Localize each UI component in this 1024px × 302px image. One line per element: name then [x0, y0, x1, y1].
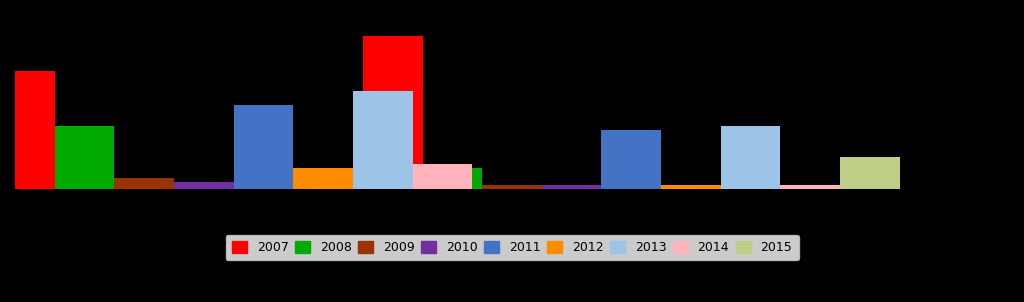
Bar: [0, 71, 54, 189]
Bar: [542, 185, 601, 189]
Bar: [353, 92, 413, 189]
Bar: [780, 185, 840, 189]
Bar: [293, 168, 353, 189]
Bar: [54, 126, 115, 189]
Bar: [840, 157, 900, 189]
Bar: [482, 185, 542, 189]
Bar: [174, 182, 233, 189]
Bar: [413, 164, 472, 189]
Bar: [601, 130, 662, 189]
Bar: [423, 168, 482, 189]
Bar: [233, 105, 293, 189]
Bar: [721, 126, 780, 189]
Bar: [362, 36, 423, 189]
Bar: [115, 178, 174, 189]
Legend: 2007, 2008, 2009, 2010, 2011, 2012, 2013, 2014, 2015: 2007, 2008, 2009, 2010, 2011, 2012, 2013…: [225, 235, 799, 261]
Bar: [662, 185, 721, 189]
